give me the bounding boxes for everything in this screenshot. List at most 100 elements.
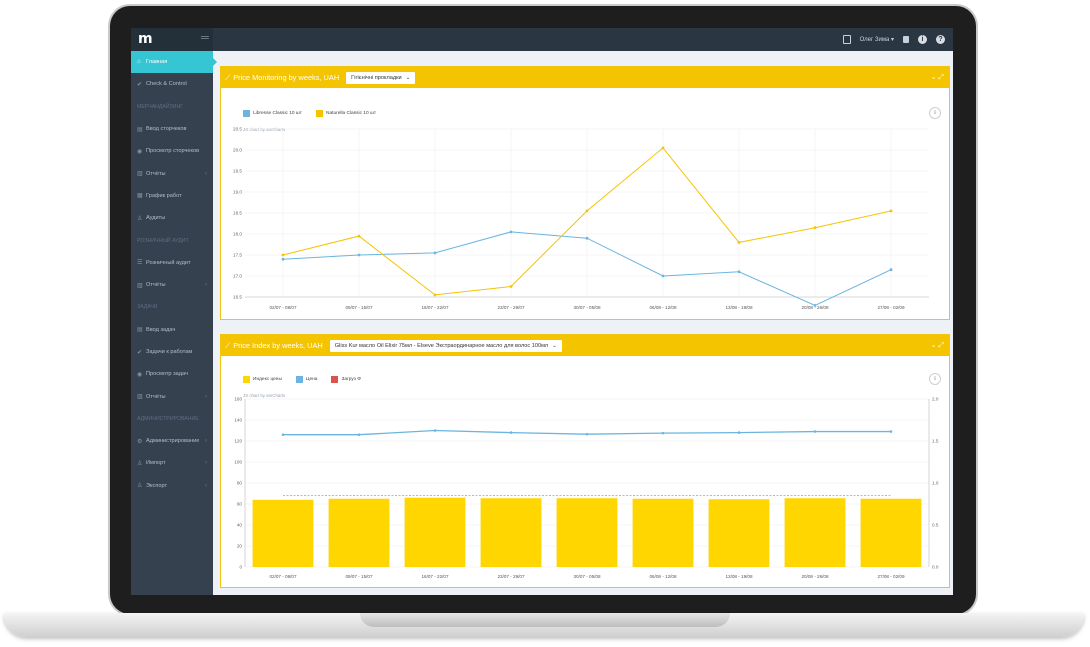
sidebar-item-label: Отчёты	[146, 282, 166, 289]
x-tick-label: 23/07 - 29/07	[497, 574, 525, 579]
chevron-left-icon: ‹	[205, 460, 207, 467]
export-icon[interactable]: ⇩	[929, 373, 941, 385]
data-point	[433, 293, 437, 297]
bar	[632, 498, 694, 567]
product-select[interactable]: Гігієнічні прокладки ⌄	[346, 71, 416, 84]
data-point	[737, 270, 741, 274]
x-tick-label: 02/07 - 08/07	[269, 305, 297, 310]
info-icon[interactable]: i	[918, 35, 927, 44]
chevron-left-icon: ‹	[205, 482, 207, 489]
sidebar-item[interactable]: ♙ Аудиты	[131, 207, 213, 229]
chevron-left-icon: ‹	[205, 393, 207, 400]
sidebar-item[interactable]: ▦ График работ	[131, 185, 213, 207]
x-tick-label: 13/08 - 19/08	[725, 305, 753, 310]
panel-title-wrap: ⟋ Price Monitoring by weeks, UAH	[225, 73, 339, 83]
x-tick-label: 27/08 - 02/09	[877, 305, 905, 310]
data-point	[281, 253, 285, 257]
sidebar: ⌂ Главная ✔ Check & Control МЕРЧАНДАЙЗИНГ ▤ Вв…	[131, 51, 217, 595]
data-point	[889, 268, 893, 272]
user-menu[interactable]: Олег Зима ▾	[860, 36, 894, 43]
sidebar-item[interactable]: ⚙ Администрирование ‹	[131, 430, 213, 452]
sidebar-item[interactable]: ✔ Check & Control	[131, 73, 213, 95]
sidebar-item[interactable]: ◉ Просмотр сторчеков	[131, 140, 213, 162]
panel-tools[interactable]: ⌄ ⤢	[930, 342, 944, 349]
x-tick-label: 20/08 - 26/08	[801, 305, 829, 310]
sidebar-item[interactable]: ✔ Задачи к работам	[131, 341, 213, 363]
menu-toggle-icon[interactable]: ═	[201, 32, 209, 44]
export-icon[interactable]: ⇩	[929, 107, 941, 119]
data-point	[889, 430, 893, 433]
sidebar-item-label: Просмотр задач	[146, 371, 188, 378]
sidebar-item[interactable]: ⌂ Главная	[131, 51, 217, 74]
y-tick-label: 60	[237, 502, 243, 507]
data-point	[737, 241, 741, 244]
legend-item[interactable]: Загруз Ф	[331, 376, 361, 383]
chevron-down-icon: ▾	[890, 37, 894, 43]
trash-icon[interactable]	[903, 36, 909, 43]
logo-area[interactable]: m ═	[131, 28, 213, 51]
sidebar-item[interactable]: ▥ Отчёты ‹	[131, 162, 213, 184]
sidebar-item-label: Просмотр сторчеков	[146, 148, 200, 155]
sidebar-item[interactable]: ♙ Импорт ‹	[131, 452, 213, 474]
x-tick-label: 20/08 - 26/08	[801, 574, 829, 579]
x-tick-label: 16/07 - 22/07	[421, 574, 449, 579]
calendar-icon[interactable]	[842, 35, 851, 44]
data-point	[357, 433, 361, 436]
sidebar-item-label: Импорт	[146, 460, 166, 467]
legend-label: Libresse Classic 10 шт	[253, 111, 302, 116]
data-point	[585, 432, 589, 436]
sidebar-icon: ✔	[137, 81, 143, 88]
panel-tools[interactable]: ⌄ ⤢	[930, 74, 944, 81]
y2-tick-label: 1.0	[932, 481, 939, 486]
product-select-value: Гігієнічні прокладки	[351, 74, 402, 81]
data-point	[813, 304, 817, 307]
sidebar-item[interactable]: ▤ Ввод сторчеков	[131, 118, 213, 140]
y-tick-label: 140	[234, 418, 242, 423]
bar	[404, 497, 466, 567]
sidebar-icon: ✔	[137, 349, 143, 356]
bar	[328, 498, 390, 567]
bar	[480, 498, 542, 567]
help-icon[interactable]: ?	[936, 35, 945, 44]
product-select[interactable]: Gliss Kur масло Oil Elixir 75мл - Elseve…	[329, 339, 562, 352]
data-point	[661, 431, 665, 435]
sidebar-icon: ◉	[137, 148, 143, 155]
line-chart: 16.5 17.0 17.5 18.0 18.5 19.0 19.5 20.0 20.5 02/0…	[233, 127, 929, 310]
legend-item[interactable]: Индекс цены	[243, 376, 282, 383]
sidebar-icon: ▤	[137, 126, 143, 133]
x-tick-label: 06/08 - 12/08	[649, 574, 677, 579]
x-tick-label: 23/07 - 29/07	[497, 305, 525, 310]
data-point	[509, 431, 513, 434]
data-point	[509, 230, 513, 234]
sidebar-item[interactable]: ▥ Отчёты ‹	[131, 385, 213, 407]
legend-swatch	[243, 110, 250, 117]
legend-label: Цена	[305, 377, 318, 382]
legend-item[interactable]: Naturella Classic 10 шт	[315, 110, 376, 117]
y-tick-label: 160	[234, 397, 242, 402]
sidebar-icon: ⚙	[137, 438, 143, 445]
legend-item[interactable]: Libresse Classic 10 шт	[243, 110, 302, 117]
chevron-down-icon: ⌄	[405, 74, 411, 81]
chart-icon: ⟋	[225, 72, 231, 82]
sidebar-heading: АДМИНИСТРИРОВАНИЕ	[137, 415, 199, 422]
x-tick-label: 27/08 - 02/09	[877, 574, 905, 579]
app-screen: m ═ Олег Зима ▾ i ? ⌂ Главная ✔ Check & Con…	[131, 28, 953, 595]
y-tick-label: 19.5	[233, 169, 242, 174]
sidebar-item-label: Ввод задач	[146, 326, 176, 333]
bar	[860, 498, 922, 567]
legend-item[interactable]: Цена	[295, 376, 318, 383]
sidebar-item[interactable]: ☰ Розничный аудит	[131, 252, 213, 274]
bar	[784, 498, 846, 567]
sidebar-item[interactable]: ♙ Экспорт ‹	[131, 475, 213, 497]
legend-swatch	[243, 376, 250, 383]
sidebar-item[interactable]: ◉ Просмотр задач	[131, 363, 213, 385]
sidebar-item-label: Отчёты	[146, 170, 166, 177]
product-select-value: Gliss Kur масло Oil Elixir 75мл - Elseve…	[334, 342, 549, 349]
sidebar-item[interactable]: ▥ Отчёты ‹	[131, 274, 213, 296]
y-tick-label: 18.5	[233, 211, 242, 216]
sidebar-item-label: Аудиты	[146, 215, 166, 222]
laptop-notch	[360, 613, 730, 627]
sidebar-item[interactable]: ▤ Ввод задач	[131, 319, 213, 341]
bar	[556, 498, 618, 567]
y-tick-label: 120	[234, 439, 242, 444]
